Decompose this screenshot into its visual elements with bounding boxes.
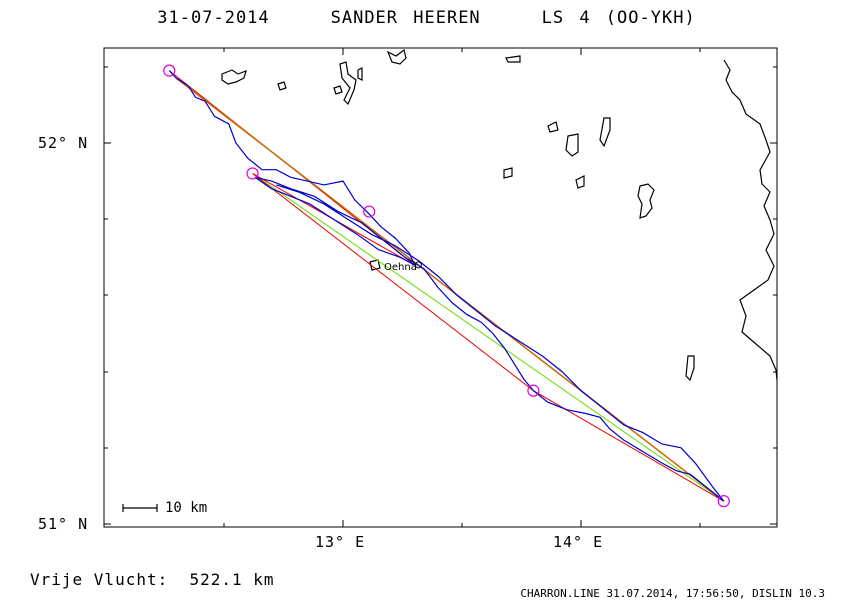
turnpoint-marker-1 <box>163 64 176 77</box>
task-lines <box>168 70 725 502</box>
turnpoint-marker-2 <box>246 167 259 180</box>
glider-id: LS 4 (OO-YKH) <box>541 8 696 28</box>
place-label-oehna: Oehna <box>384 262 417 273</box>
scale-bar <box>122 504 158 512</box>
flight-track <box>168 70 725 502</box>
pilot-name: SANDER HEEREN <box>330 8 481 28</box>
lon-label-14: 14° E <box>553 533 604 551</box>
map-title: 31-07-2014 SANDER HEEREN LS 4 (OO-YKH) <box>0 8 853 28</box>
track-line <box>168 70 725 502</box>
task-line-red <box>168 70 725 502</box>
task-line-green <box>252 173 725 502</box>
tick-marks <box>104 48 777 527</box>
distance-value: 522.1 km <box>189 570 275 589</box>
lat-label-52: 52° N <box>38 134 89 152</box>
turnpoint-marker-3 <box>363 205 376 218</box>
turnpoint-marker-5 <box>717 495 730 508</box>
scale-bar-label: 10 km <box>165 500 208 516</box>
distance-label: Vrije Vlucht: <box>30 570 169 589</box>
lat-label-51: 51° N <box>38 515 89 533</box>
turnpoint-marker-4 <box>527 384 540 397</box>
task-line-orange <box>175 77 720 498</box>
map-frame <box>103 47 778 528</box>
lon-label-13: 13° E <box>315 533 366 551</box>
turnpoints <box>163 64 730 508</box>
water-outlines <box>221 48 778 382</box>
flight-date: 31-07-2014 <box>157 8 270 28</box>
footer-info: CHARRON.LINE 31.07.2014, 17:56:50, DISLI… <box>520 587 825 600</box>
distance-summary: Vrije Vlucht: 522.1 km <box>30 570 275 589</box>
home-airfield-marker <box>414 261 422 269</box>
